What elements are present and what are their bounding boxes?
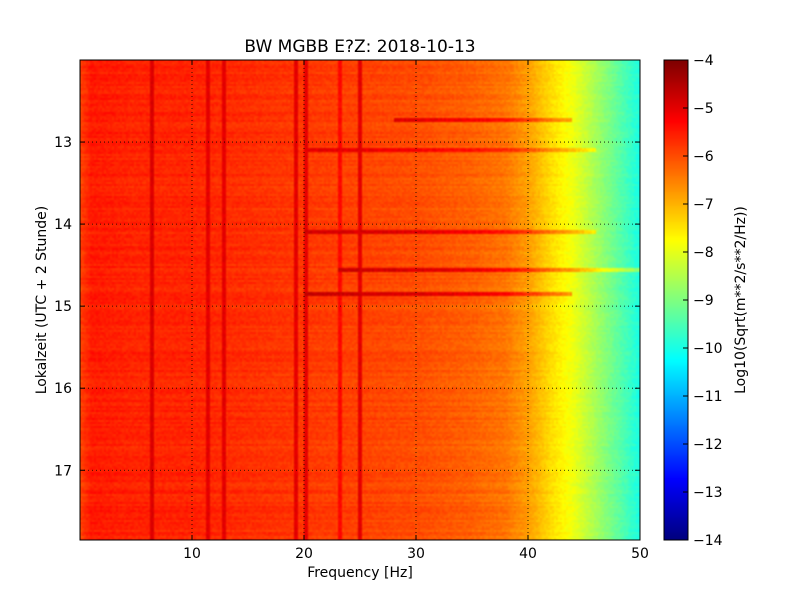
x-tick-label: 40 xyxy=(519,546,537,562)
colorbar-tick-label: −11 xyxy=(693,389,723,405)
x-tick-label: 30 xyxy=(407,546,425,562)
colorbar-tick-label: −5 xyxy=(693,101,714,117)
plot-frame xyxy=(79,59,641,541)
colorbar-tick-label: −6 xyxy=(693,149,714,165)
x-axis: 10 20 30 40 50 xyxy=(183,60,649,562)
colorbar-tick-label: −8 xyxy=(693,245,714,261)
colorbar-label: Log10(Sqrt(m**2/s**2/Hz)) xyxy=(733,206,749,394)
colorbar-ticks: −4 −5 −6 −7 −8 −9 −10 −11 −12 −13 −14 xyxy=(683,53,723,549)
y-tick-label: 15 xyxy=(54,299,72,315)
plot-area xyxy=(80,60,640,540)
colorbar-tick-label: −4 xyxy=(693,53,714,69)
colorbar-tick-label: −9 xyxy=(693,293,714,309)
x-tick-label: 10 xyxy=(183,546,201,562)
x-axis-label: Frequency [Hz] xyxy=(307,565,413,581)
x-tick-label: 50 xyxy=(631,546,649,562)
colorbar: −4 −5 −6 −7 −8 −9 −10 −11 −12 −13 −14 xyxy=(663,53,723,549)
y-axis-label: Lokalzeit (UTC + 2 Stunde) xyxy=(34,206,50,395)
colorbar-tick-label: −7 xyxy=(693,197,714,213)
chart-title: BW MGBB E?Z: 2018-10-13 xyxy=(244,37,475,57)
colorbar-tick-label: −13 xyxy=(693,485,723,501)
colorbar-tick-label: −14 xyxy=(693,533,723,549)
y-tick-label: 16 xyxy=(54,381,72,397)
colorbar-tick-label: −12 xyxy=(693,437,723,453)
y-tick-label: 17 xyxy=(54,463,72,479)
x-tick-label: 20 xyxy=(295,546,313,562)
y-tick-label: 14 xyxy=(54,217,72,233)
colorbar-tick-label: −10 xyxy=(693,341,723,357)
spectrogram-image xyxy=(80,60,640,540)
y-tick-label: 13 xyxy=(54,135,72,151)
y-axis: 13 14 15 16 17 xyxy=(54,135,640,479)
